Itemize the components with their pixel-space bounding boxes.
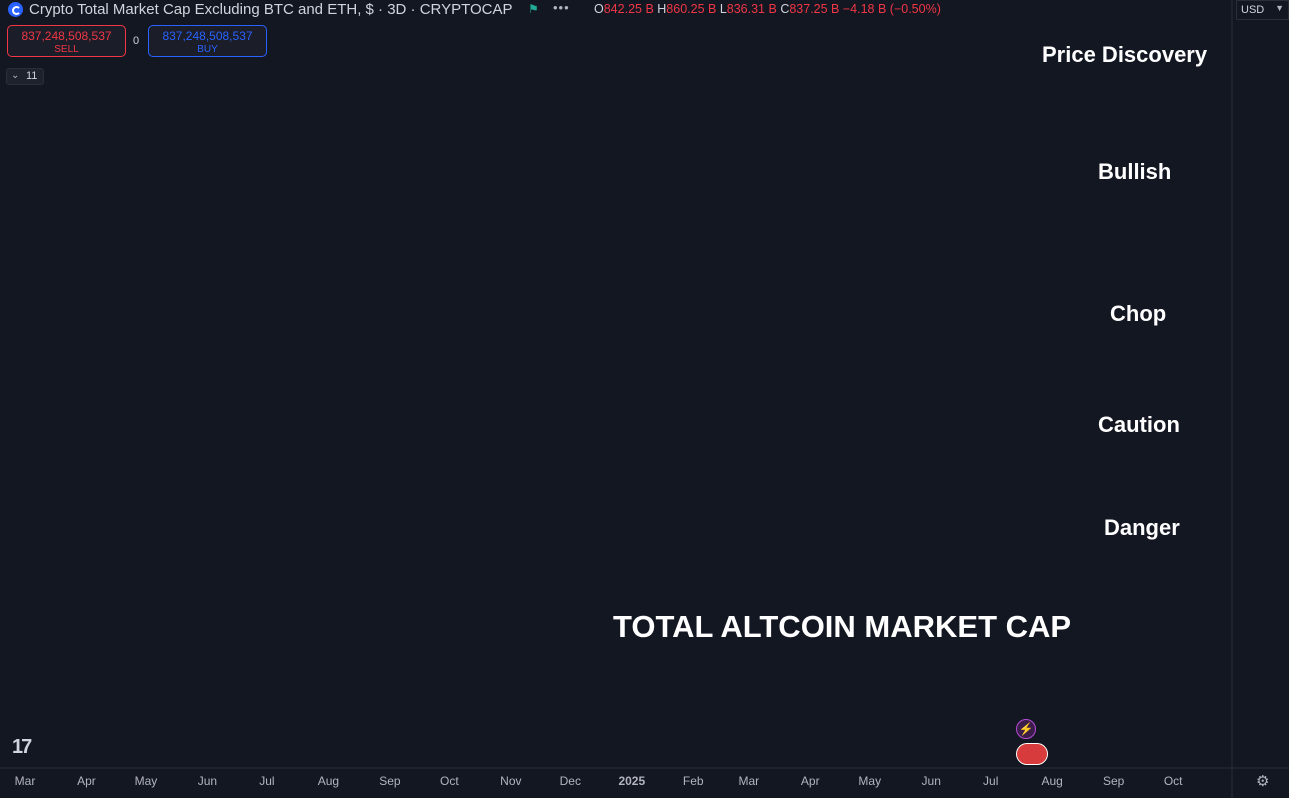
- currency-value: USD: [1241, 4, 1265, 16]
- zone-caution[interactable]: Caution: [1098, 412, 1180, 437]
- zone-price-discovery[interactable]: Price Discovery: [1042, 42, 1208, 67]
- time-axis[interactable]: Mar Apr May Jun Jul Aug Sep Oct Nov Dec 2025 Feb Mar…: [15, 774, 1183, 788]
- close-value: 837.25 B: [789, 2, 840, 16]
- x-tick-label: Jun: [922, 774, 941, 788]
- currency-select[interactable]: USD ▼: [1236, 0, 1289, 20]
- earnings-event-icon[interactable]: ⚡: [1016, 719, 1036, 739]
- x-tick-label: Aug: [318, 774, 339, 788]
- sell-price: 837,248,508,537: [21, 29, 112, 43]
- us-flag-event-icon[interactable]: [1016, 743, 1048, 765]
- x-tick-label: May: [135, 774, 158, 788]
- buy-label: BUY: [197, 44, 218, 55]
- open-value: 842.25 B: [603, 2, 654, 16]
- low-value: 836.31 B: [726, 2, 777, 16]
- zone-danger[interactable]: Danger: [1104, 515, 1180, 540]
- x-tick-label: Nov: [500, 774, 521, 788]
- x-tick-label: Oct: [1164, 774, 1183, 788]
- open-label: O: [594, 2, 604, 16]
- chart-header: Crypto Total Market Cap Excluding BTC an…: [0, 0, 1232, 20]
- buy-button[interactable]: 837,248,508,537 BUY: [148, 25, 267, 57]
- more-dots-icon[interactable]: •••: [553, 0, 570, 15]
- x-tick-label: Oct: [440, 774, 459, 788]
- x-tick-label: 2025: [618, 774, 645, 788]
- x-tick-label: Sep: [1103, 774, 1125, 788]
- chevron-down-icon: ▼: [1275, 3, 1284, 13]
- flag-icon[interactable]: ⚑: [528, 2, 539, 16]
- sell-button[interactable]: 837,248,508,537 SELL: [7, 25, 126, 57]
- chart-main-annotation[interactable]: TOTAL ALTCOIN MARKET CAP: [613, 609, 1072, 644]
- spread-value: 0: [133, 35, 140, 47]
- indicators-toggle[interactable]: ⌄ 11: [6, 68, 44, 85]
- zone-bullish[interactable]: Bullish: [1098, 159, 1172, 184]
- chevron-down-icon: ⌄: [11, 70, 20, 81]
- indicators-count: 11: [26, 70, 38, 82]
- change-value: −4.18 B (−0.50%): [842, 2, 941, 16]
- x-tick-label: Jul: [259, 774, 274, 788]
- x-tick-label: Dec: [560, 774, 581, 788]
- x-tick-label: May: [858, 774, 881, 788]
- tradingview-logo-icon[interactable]: 17: [12, 736, 32, 758]
- x-tick-label: Jul: [983, 774, 998, 788]
- high-label: H: [657, 2, 667, 16]
- gear-icon[interactable]: ⚙: [1256, 773, 1270, 790]
- high-value: 860.25 B: [666, 2, 717, 16]
- x-tick-label: Mar: [15, 774, 36, 788]
- x-tick-label: Aug: [1042, 774, 1063, 788]
- close-label: C: [780, 2, 790, 16]
- buy-price: 837,248,508,537: [162, 29, 253, 43]
- x-tick-label: Jun: [198, 774, 217, 788]
- zone-chop[interactable]: Chop: [1110, 301, 1167, 326]
- sell-label: SELL: [54, 44, 79, 55]
- x-tick-label: Feb: [683, 774, 704, 788]
- x-tick-label: Apr: [77, 774, 96, 788]
- x-tick-label: Apr: [801, 774, 820, 788]
- x-tick-label: Mar: [738, 774, 759, 788]
- ohlc-readout: O842.25 B H860.25 B L836.31 B C837.25 B …: [594, 2, 941, 16]
- cryptocap-logo-icon[interactable]: [8, 2, 23, 17]
- low-label: L: [719, 2, 727, 16]
- symbol-title[interactable]: Crypto Total Market Cap Excluding BTC an…: [29, 1, 513, 18]
- x-tick-label: Sep: [379, 774, 401, 788]
